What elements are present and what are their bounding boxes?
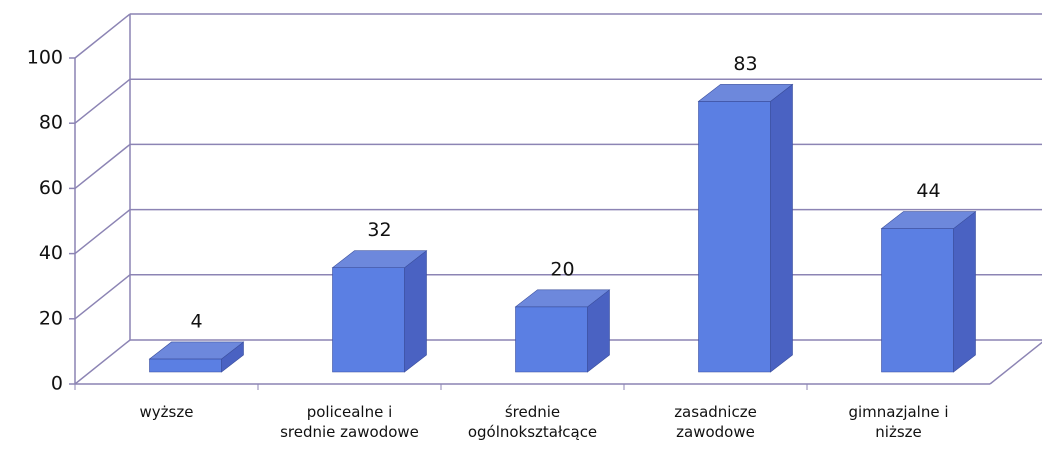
bar-top	[514, 289, 611, 308]
grid-line	[74, 78, 131, 124]
x-tick-label: policealne i srednie zawodowe	[280, 403, 419, 441]
bar	[331, 250, 428, 373]
y-tick-label: 40	[39, 242, 63, 264]
y-tick-label: 0	[51, 373, 63, 395]
x-tick-label: wyższe	[139, 403, 194, 421]
bar-front	[698, 101, 771, 373]
data-label: 4	[190, 310, 202, 332]
data-label: 44	[916, 180, 940, 202]
data-label: 32	[367, 219, 391, 241]
bar-front	[332, 267, 405, 373]
bar-top	[880, 211, 977, 229]
grid-line	[74, 143, 131, 189]
bar	[697, 83, 794, 373]
bar-top	[331, 250, 428, 268]
grid-line	[74, 339, 131, 385]
bar-front	[515, 306, 588, 373]
bar	[880, 210, 977, 373]
x-tick-label: gimnazjalne i niższe	[848, 403, 949, 441]
bar-front	[149, 358, 222, 373]
bar	[148, 341, 245, 373]
x-tick-label: zasadnicze zawodowe	[674, 403, 757, 441]
data-label: 20	[550, 258, 574, 280]
y-tick-label: 60	[39, 177, 63, 199]
grid-line	[74, 13, 131, 59]
bar-side	[770, 83, 793, 373]
data-label: 83	[733, 53, 757, 75]
bar-top	[148, 341, 245, 360]
floor-right	[989, 341, 1042, 385]
bar-side	[953, 210, 976, 373]
bar-side	[404, 250, 427, 373]
grid-line	[74, 274, 131, 320]
bar-top	[697, 84, 794, 102]
y-tick-label: 20	[39, 307, 63, 329]
y-tick-label: 80	[39, 112, 63, 134]
grid-line	[74, 209, 131, 255]
bar-front	[881, 228, 954, 373]
x-tick-label: średnie ogólnokształcące	[467, 403, 598, 441]
y-tick-label: 100	[27, 47, 63, 69]
bar	[514, 289, 611, 373]
